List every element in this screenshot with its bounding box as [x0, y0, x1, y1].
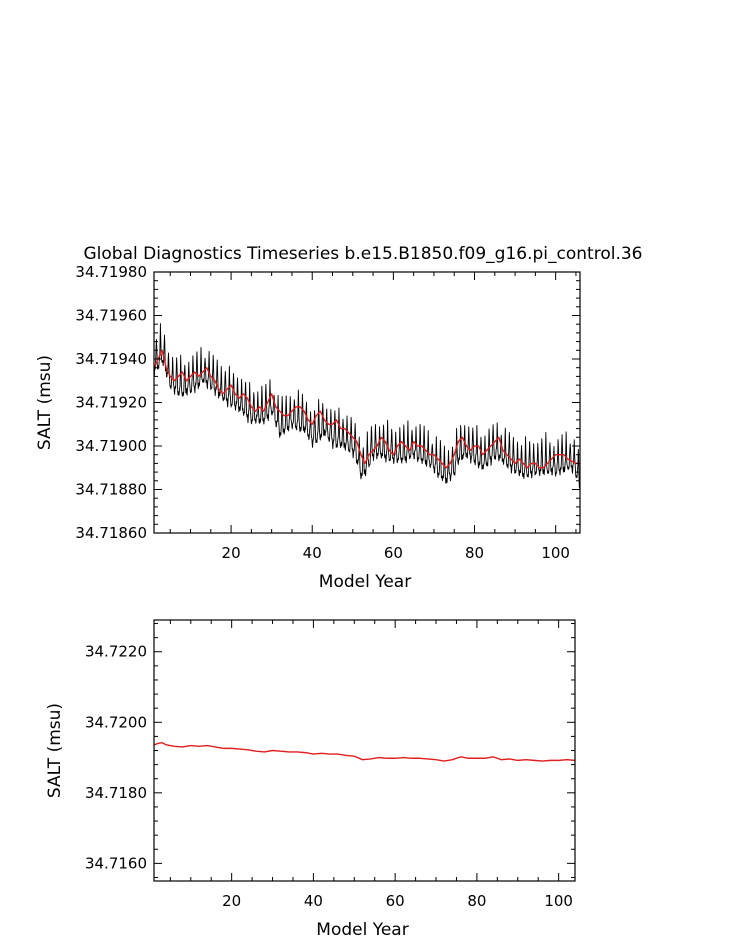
y-tick-label: 34.7200 — [85, 713, 147, 731]
y-tick-label: 34.71980 — [75, 263, 147, 281]
y-tick-label: 34.71960 — [75, 307, 147, 325]
x-tick-label: 80 — [467, 892, 486, 910]
x-tick-label: 60 — [384, 544, 403, 562]
plot-area — [154, 742, 575, 762]
x-tick-label: 80 — [465, 544, 484, 562]
x-tick-label: 40 — [303, 544, 322, 562]
y-tick-label: 34.7160 — [85, 854, 147, 872]
y-axis-label: SALT (msu) — [35, 355, 55, 450]
x-tick-label: 100 — [544, 892, 573, 910]
series-annual-mean-line — [154, 742, 575, 762]
panel-top: 20 40 60 80 100 34.71860 34.71880 34.71900 34.71… — [35, 263, 581, 592]
y-tick-label: 34.71860 — [75, 524, 147, 542]
x-tick-label: 20 — [222, 544, 241, 562]
x-tick-label: 40 — [304, 892, 323, 910]
y-axis-label: SALT (msu) — [45, 703, 65, 798]
x-axis-label: Model Year — [316, 920, 408, 940]
y-tick-label: 34.7220 — [85, 643, 147, 661]
panel-bottom: 20 40 60 80 100 34.7160 34.7180 34.7200 34.7220 M… — [45, 619, 576, 940]
y-tick-label: 34.71900 — [75, 437, 147, 455]
x-tick-label: 100 — [541, 544, 570, 562]
x-tick-label: 20 — [222, 892, 241, 910]
y-tick-label: 34.71940 — [75, 350, 147, 368]
plot-frame — [153, 619, 576, 882]
plot-area — [154, 323, 580, 489]
y-tick-label: 34.7180 — [85, 784, 147, 802]
series-annual-mean-line — [154, 349, 580, 469]
series-monthly-line — [154, 323, 580, 489]
y-tick-label: 34.71880 — [75, 481, 147, 499]
x-tick-label: 60 — [386, 892, 405, 910]
plot-frame — [153, 271, 581, 534]
x-axis-label: Model Year — [319, 572, 411, 592]
y-tick-label: 34.71920 — [75, 394, 147, 412]
chart-title: Global Diagnostics Timeseries b.e15.B185… — [84, 244, 643, 264]
